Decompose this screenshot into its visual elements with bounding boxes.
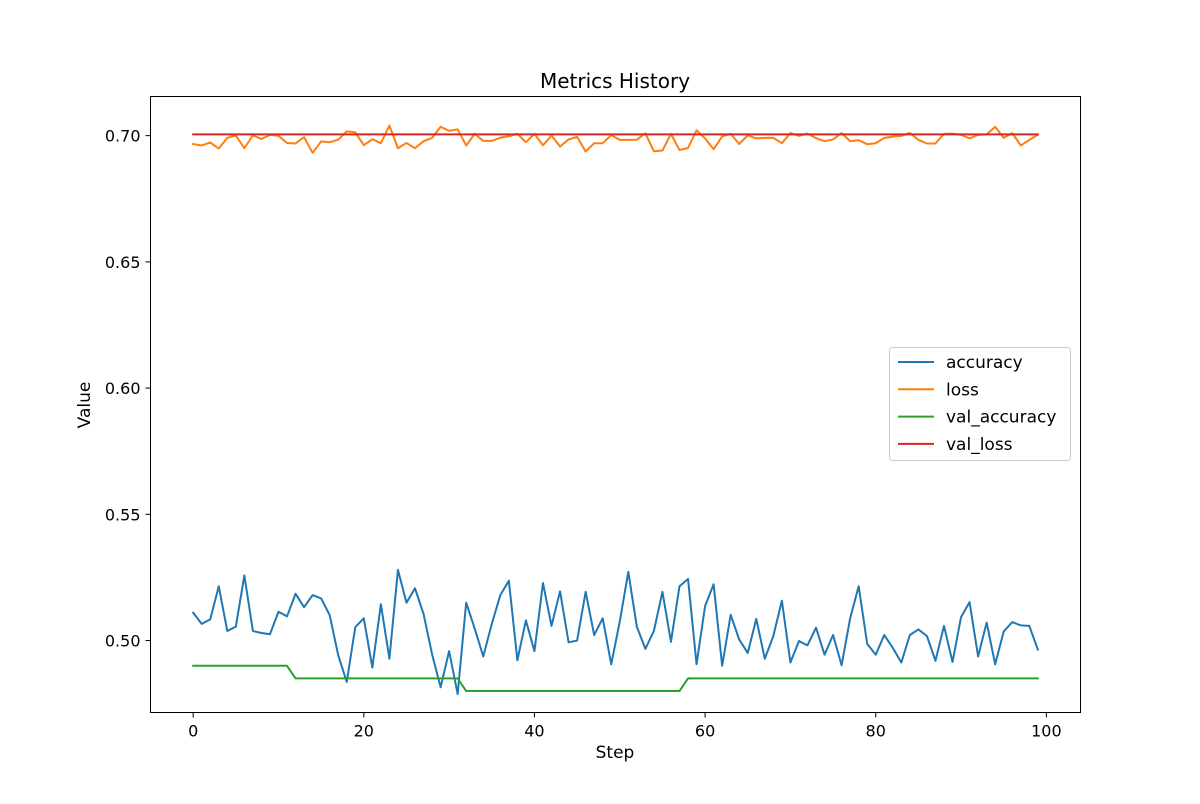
y-tick-label: 0.55 <box>105 505 141 524</box>
series-line-loss <box>192 124 1040 154</box>
x-tick-label: 0 <box>188 722 198 741</box>
legend-items: accuracy loss val_accuracy val_loss <box>898 353 1056 455</box>
plot-frame <box>150 96 1081 713</box>
y-tick-label: 0.50 <box>105 632 141 651</box>
series-line-accuracy <box>191 568 1040 696</box>
y-tick-label: 0.65 <box>105 253 141 272</box>
x-axis-label: Step <box>596 743 635 763</box>
chart-title: Metrics History <box>540 69 690 93</box>
x-tick-label: 60 <box>695 722 715 741</box>
legend-label-val-loss: val_loss <box>946 435 1013 455</box>
y-tick-label: 0.70 <box>105 127 141 146</box>
y-axis-label: Value <box>75 382 95 429</box>
legend-label-loss: loss <box>946 380 979 400</box>
plot-lines <box>191 124 1040 696</box>
x-tick-label: 80 <box>866 722 886 741</box>
x-tick-label: 40 <box>524 722 544 741</box>
x-axis-ticks: 0 20 40 60 80 100 <box>188 712 1062 741</box>
legend-box <box>889 347 1071 461</box>
y-tick-label: 0.60 <box>105 379 141 398</box>
legend-label-val-accuracy: val_accuracy <box>946 408 1056 428</box>
legend: accuracy loss val_accuracy val_loss <box>889 347 1071 461</box>
y-axis-ticks: 0.50 0.55 0.60 0.65 0.70 <box>105 127 151 651</box>
series-line-val-accuracy <box>192 664 1039 693</box>
legend-label-accuracy: accuracy <box>946 353 1023 373</box>
x-tick-label: 20 <box>354 722 374 741</box>
x-tick-label: 100 <box>1031 722 1062 741</box>
